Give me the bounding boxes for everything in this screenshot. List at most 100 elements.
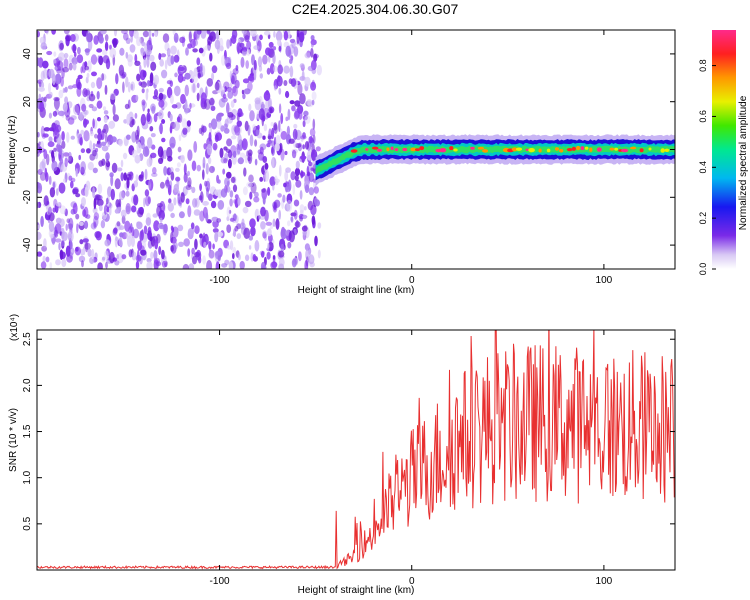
noise-dot [114, 208, 120, 214]
noise-dot [250, 226, 256, 237]
noise-dot [170, 171, 175, 181]
noise-dot [158, 210, 165, 221]
ridge-hotspot [415, 148, 420, 152]
noise-dot [66, 131, 70, 143]
noise-dot [262, 135, 266, 140]
noise-dot [185, 47, 189, 56]
noise-dot [78, 133, 83, 145]
noise-dot [58, 110, 65, 117]
noise-dot [273, 124, 278, 134]
noise-dot [146, 114, 153, 125]
noise-dot [40, 70, 45, 82]
noise-dot [146, 157, 153, 168]
colorbar-gradient [712, 30, 736, 269]
noise-dot [87, 248, 92, 257]
noise-dot [291, 105, 296, 112]
noise-dot [76, 54, 84, 64]
noise-dot [68, 217, 74, 230]
y-tick-label: 40 [22, 48, 33, 60]
noise-dot [138, 207, 144, 213]
noise-dot [272, 65, 278, 73]
noise-dot [249, 218, 256, 229]
noise-dot [135, 94, 139, 102]
noise-dot [313, 53, 318, 62]
noise-dot [185, 198, 190, 205]
noise-dot [263, 107, 270, 120]
noise-dot [203, 143, 207, 150]
noise-dot [206, 143, 212, 156]
noise-dot [70, 135, 76, 140]
ridge-hotspot [482, 149, 489, 153]
noise-dot [118, 225, 125, 231]
noise-dot [297, 83, 303, 96]
noise-dot [211, 65, 218, 74]
noise-dot [123, 32, 129, 41]
noise-dot [67, 85, 74, 90]
noise-dot [222, 93, 227, 100]
noise-dot [151, 172, 158, 177]
noise-dot [188, 263, 195, 269]
noise-dot [44, 167, 48, 178]
noise-dot [39, 101, 45, 113]
noise-dot [278, 250, 285, 258]
noise-dot [223, 81, 230, 90]
noise-dot [227, 158, 232, 169]
noise-dot [300, 170, 304, 179]
ridge-hotspot [614, 147, 619, 151]
noise-dot [248, 235, 254, 241]
noise-dot [294, 108, 301, 119]
noise-dot [39, 36, 45, 45]
noise-dot [97, 128, 102, 135]
noise-dot [68, 62, 73, 71]
noise-dot [304, 141, 310, 150]
noise-dot [270, 261, 277, 269]
noise-dot [220, 188, 228, 198]
noise-dot [78, 154, 81, 161]
noise-dot [120, 172, 124, 182]
noise-dot [232, 68, 239, 75]
noise-dot [273, 85, 277, 91]
noise-dot [231, 75, 235, 85]
noise-dot [175, 176, 181, 182]
noise-dot [232, 150, 237, 158]
noise-dot [270, 122, 274, 127]
noise-dot [161, 69, 168, 79]
noise-dot [305, 249, 310, 260]
noise-dot [180, 192, 185, 203]
noise-dot [212, 243, 215, 250]
noise-dot [97, 133, 103, 141]
noise-dot [48, 136, 53, 143]
noise-dot [263, 30, 271, 36]
noise-dot [279, 164, 282, 177]
noise-dot [305, 256, 309, 267]
noise-dot [207, 193, 213, 201]
noise-dot [170, 231, 174, 244]
noise-dot [196, 82, 200, 89]
noise-dot [80, 161, 86, 173]
noise-dot [277, 193, 282, 198]
noise-dot [107, 141, 110, 148]
noise-dot [208, 122, 212, 129]
noise-dot [104, 239, 111, 247]
noise-dot [163, 149, 167, 160]
ridge-band-green [315, 145, 675, 175]
noise-dot [216, 218, 222, 223]
noise-dot [309, 261, 315, 268]
noise-dot [159, 217, 163, 223]
noise-dot [255, 129, 260, 136]
noise-dot [136, 221, 143, 230]
noise-dot [283, 30, 289, 41]
noise-dot [158, 52, 162, 61]
noise-dot [49, 127, 54, 132]
noise-dot [104, 34, 109, 42]
noise-dot [148, 179, 152, 190]
noise-dot [175, 167, 180, 172]
noise-dot [285, 183, 291, 193]
noise-dot [59, 218, 65, 227]
noise-dot [186, 120, 192, 127]
noise-dot [253, 69, 257, 81]
noise-dot [230, 135, 237, 140]
noise-dot [240, 56, 245, 68]
noise-dot [260, 206, 266, 217]
noise-dot [55, 259, 61, 266]
